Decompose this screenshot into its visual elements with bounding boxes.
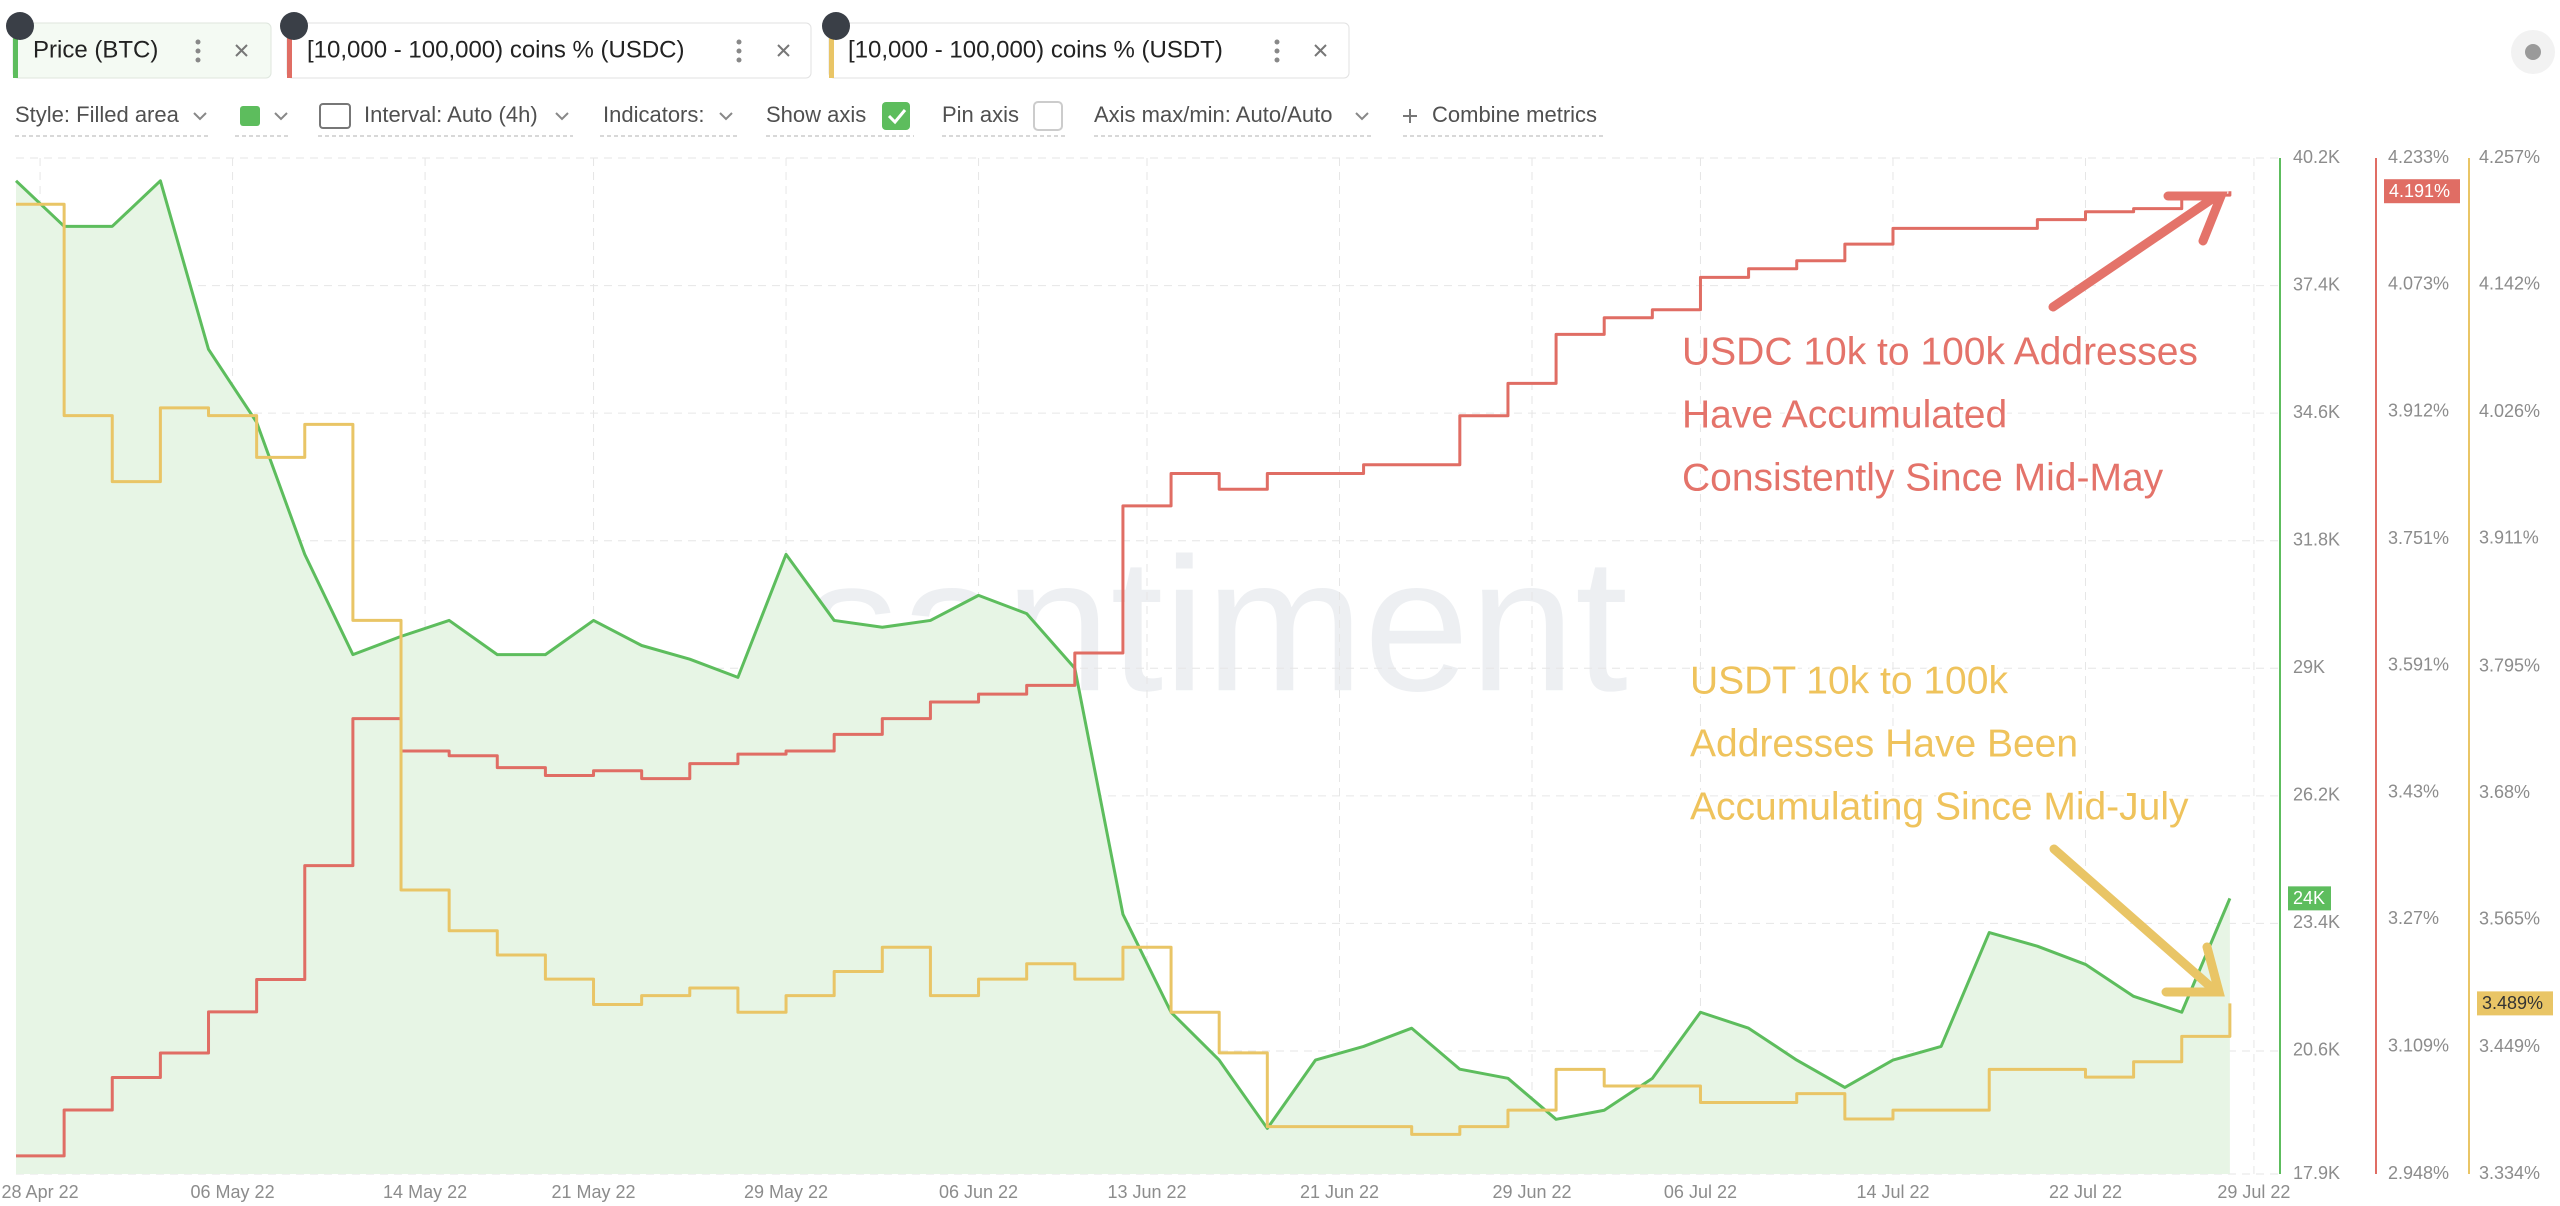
toolbar-item[interactable]: Indicators: [603,102,705,127]
y-tick-label: 4.142% [2479,273,2540,293]
y-tick-label: 4.257% [2479,147,2540,167]
annotation-arrow [2049,844,2225,997]
area [16,180,2230,1174]
value-badge [2384,179,2460,204]
x-tick-label: 21 May 22 [552,1182,636,1202]
toolbar-item[interactable]: Pin axis [942,102,1019,127]
x-tick-label: 29 May 22 [744,1182,828,1202]
y-tick-label: 3.68% [2479,782,2530,802]
y-tick-label: 29K [2293,657,2325,677]
tab-label: [10,000 - 100,000) coins % (USDT) [848,36,1223,63]
y-tick-label: 3.43% [2388,782,2439,802]
tab-label: [10,000 - 100,000) coins % (USDC) [307,36,685,63]
x-tick-label: 29 Jun 22 [1492,1182,1571,1202]
y-tick-label: 3.911% [2479,528,2539,548]
y-tick-label: 20.6K [2293,1040,2340,1060]
lock-icon [822,12,850,40]
color-picker[interactable] [240,106,260,126]
y-tick-label: 3.751% [2388,528,2449,548]
y-tick-label: 3.109% [2388,1035,2449,1055]
y-tick-label: 4.073% [2388,273,2449,293]
tab-color [829,23,834,78]
lock-icon [280,12,308,40]
annotation: Have Accumulated [1682,393,2007,436]
line [16,202,2232,1136]
y-tick-label: 3.591% [2388,654,2449,674]
interval-icon [319,103,351,129]
plus-icon [1403,109,1417,123]
toolbar-item[interactable]: Style: Filled area [15,102,180,127]
tab-color [287,23,292,78]
menu-dots[interactable] [195,39,1280,63]
lock-icon [6,12,34,40]
y-tick-label: 3.27% [2388,908,2439,928]
x-tick-label: 28 Apr 22 [2,1182,79,1202]
x-tick-label: 13 Jun 22 [1107,1182,1186,1202]
annotation: Accumulating Since Mid-July [1690,785,2189,828]
chevrons [193,112,1369,121]
value-label: 24K [2293,888,2325,908]
y-tick-label: 3.334% [2479,1163,2540,1183]
y-tick-label: 3.565% [2479,908,2540,928]
x-tick-label: 06 May 22 [191,1182,275,1202]
toolbar-item[interactable]: Axis max/min: Auto/Auto [1094,102,1332,127]
y-tick-label: 37.4K [2293,274,2340,294]
close-icon[interactable] [235,44,1327,57]
checkbox[interactable] [1033,101,1063,131]
y-tick-label: 3.449% [2479,1036,2540,1056]
y-tick-label: 34.6K [2293,402,2340,422]
x-tick-label: 29 Jul 22 [2217,1182,2290,1202]
value-badge [2288,886,2331,911]
y-tick-label: 2.948% [2388,1163,2449,1183]
y-tick-label: 4.233% [2388,147,2449,167]
y-tick-label: 3.795% [2479,655,2540,675]
line [16,191,2232,1158]
x-tick-label: 06 Jun 22 [939,1182,1018,1202]
tab-label: Price (BTC) [33,36,158,63]
toolbar-item[interactable]: Show axis [766,102,866,127]
x-tick-label: 14 Jul 22 [1856,1182,1929,1202]
tab-color [13,23,18,78]
x-tick-label: 21 Jun 22 [1300,1182,1379,1202]
annotation: USDT 10k to 100k [1690,659,2008,702]
y-tick-label: 31.8K [2293,529,2340,549]
y-tick-label: 23.4K [2293,912,2340,932]
value-label: 3.489% [2482,993,2543,1013]
x-tick-label: 06 Jul 22 [1664,1182,1737,1202]
toolbar-item[interactable]: Combine metrics [1432,102,1597,127]
y-tick-label: 4.026% [2479,401,2540,421]
y-tick-label: 26.2K [2293,785,2340,805]
annotation: Consistently Since Mid-May [1682,456,2164,499]
value-label: 4.191% [2389,181,2450,201]
settings-dot [2525,44,2541,60]
annotation-arrow [2048,191,2228,312]
line [14,179,2232,1130]
x-tick-label: 14 May 22 [383,1182,467,1202]
y-tick-label: 40.2K [2293,147,2340,167]
value-badge [2477,991,2553,1016]
x-tick-label: 22 Jul 22 [2049,1182,2122,1202]
annotation: Addresses Have Been [1690,722,2078,765]
check-mark [887,109,907,125]
y-tick-label: 3.912% [2388,401,2449,421]
annotation: USDC 10k to 100k Addresses [1682,330,2198,373]
y-tick-label: 17.9K [2293,1163,2340,1183]
toolbar-item[interactable]: Interval: Auto (4h) [364,102,538,127]
checkbox-checked[interactable] [882,102,910,130]
